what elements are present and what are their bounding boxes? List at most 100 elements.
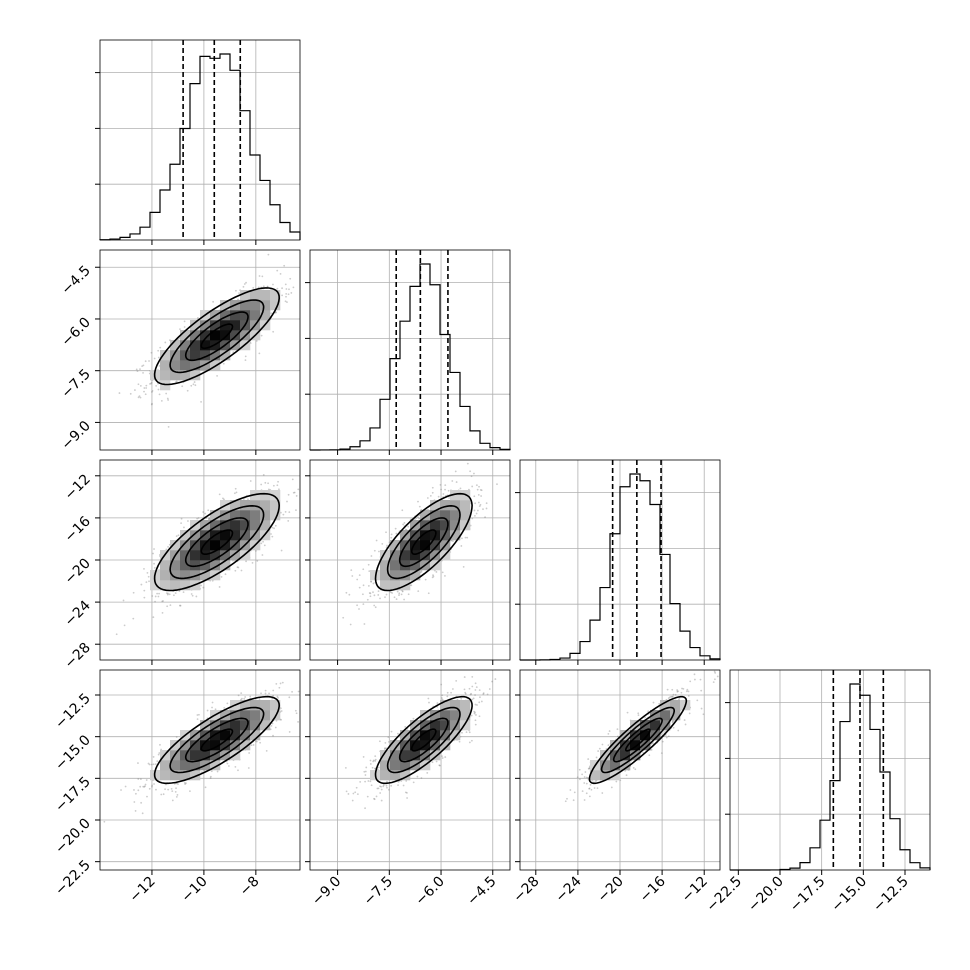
- contour-line: [374, 492, 473, 592]
- scatter-point: [297, 690, 300, 693]
- scatter-point: [212, 300, 215, 303]
- scatter-point: [351, 575, 354, 577]
- scatter-point: [235, 289, 237, 292]
- density-cell: [420, 750, 431, 761]
- scatter-point: [587, 776, 589, 779]
- density-cell: [270, 710, 281, 721]
- scatter-point: [607, 744, 610, 747]
- density-cell: [220, 560, 231, 571]
- scatter-point: [364, 774, 367, 776]
- density-cell: [670, 700, 681, 711]
- scatter-point: [444, 484, 447, 487]
- scatter-point: [485, 507, 488, 510]
- scatter-point: [159, 346, 162, 349]
- scatter-point: [166, 605, 169, 608]
- scatter-point: [677, 690, 679, 693]
- scatter-point: [404, 791, 407, 794]
- density-cell: [400, 750, 411, 761]
- scatter-point: [214, 708, 217, 711]
- scatter-point: [171, 799, 174, 802]
- scatter-point: [148, 580, 150, 583]
- scatter-point: [349, 623, 352, 626]
- density-cell: [450, 510, 461, 521]
- density-cell: [400, 550, 411, 561]
- panel-frame: [309, 249, 511, 451]
- scatter-point: [359, 781, 362, 783]
- scatter-point: [141, 365, 144, 368]
- density-cell: [440, 520, 451, 531]
- scatter-point: [191, 594, 194, 597]
- density-cell: [250, 510, 261, 521]
- scatter-point: [650, 748, 653, 751]
- scatter-point: [167, 592, 169, 595]
- scatter-point: [287, 293, 290, 296]
- scatter-point: [405, 780, 408, 782]
- scatter-point: [172, 594, 175, 597]
- density-cell: [240, 520, 251, 531]
- scatter-point: [377, 766, 380, 769]
- density-cell: [240, 500, 251, 511]
- density-cell: [390, 760, 401, 771]
- scatter-point: [480, 495, 482, 497]
- scatter-point: [162, 600, 164, 602]
- scatter-point: [134, 792, 137, 795]
- scatter-point: [342, 616, 345, 619]
- histogram-step: [99, 53, 301, 241]
- scatter-point: [265, 749, 268, 752]
- histogram-panel-1: [95, 39, 301, 245]
- density-cell: [640, 740, 651, 751]
- scatter-point: [470, 475, 473, 478]
- scatter-point: [380, 799, 383, 802]
- scatter-point: [356, 578, 359, 581]
- scatter-point: [234, 487, 237, 490]
- density-cell: [190, 770, 201, 781]
- panel-frame: [99, 669, 301, 871]
- x-tick-label: −8: [237, 874, 263, 900]
- scatter-point: [226, 702, 229, 705]
- density-cell: [210, 760, 221, 771]
- scatter-point: [134, 389, 136, 391]
- density-cell: [450, 730, 461, 741]
- scatter-point: [479, 696, 481, 699]
- scatter-point: [144, 785, 146, 788]
- scatter-point: [167, 425, 170, 428]
- scatter-point: [420, 777, 423, 779]
- scatter-point: [236, 566, 239, 569]
- scatter-point: [672, 720, 674, 722]
- density-cell: [180, 530, 191, 541]
- density-cell: [200, 560, 211, 571]
- scatter-point: [211, 706, 213, 709]
- scatter-point: [136, 370, 139, 373]
- scatter-point: [431, 491, 434, 494]
- density-cell: [650, 710, 661, 721]
- panel-content: [342, 462, 498, 626]
- scatter-point: [644, 716, 646, 719]
- histogram-panel-3: [515, 459, 721, 665]
- density-cell: [170, 770, 181, 781]
- density-cell: [270, 700, 281, 711]
- contour-line: [153, 287, 281, 386]
- contour-line: [200, 529, 234, 555]
- density-cell: [410, 560, 421, 571]
- density-cell: [220, 540, 231, 551]
- scatter-point: [672, 726, 675, 729]
- scatter-point: [417, 590, 420, 593]
- scatter-point: [660, 752, 663, 754]
- scatter-point: [254, 549, 257, 552]
- scatter-point: [441, 757, 444, 759]
- scatter-point: [147, 575, 150, 578]
- scatter-point: [274, 524, 277, 527]
- scatter-point: [478, 689, 481, 692]
- density-cell: [180, 740, 191, 751]
- scatter-point: [406, 797, 408, 799]
- scatter-point: [135, 368, 138, 371]
- contour-line: [184, 517, 249, 568]
- scatter-point: [464, 536, 467, 539]
- scatter-point: [374, 758, 377, 761]
- density-cell: [400, 770, 411, 781]
- y-tick-label: −28: [62, 640, 94, 672]
- scatter-point: [352, 792, 355, 795]
- density-cell: [240, 290, 251, 301]
- scatter-point: [282, 513, 285, 516]
- scatter-point: [160, 793, 163, 796]
